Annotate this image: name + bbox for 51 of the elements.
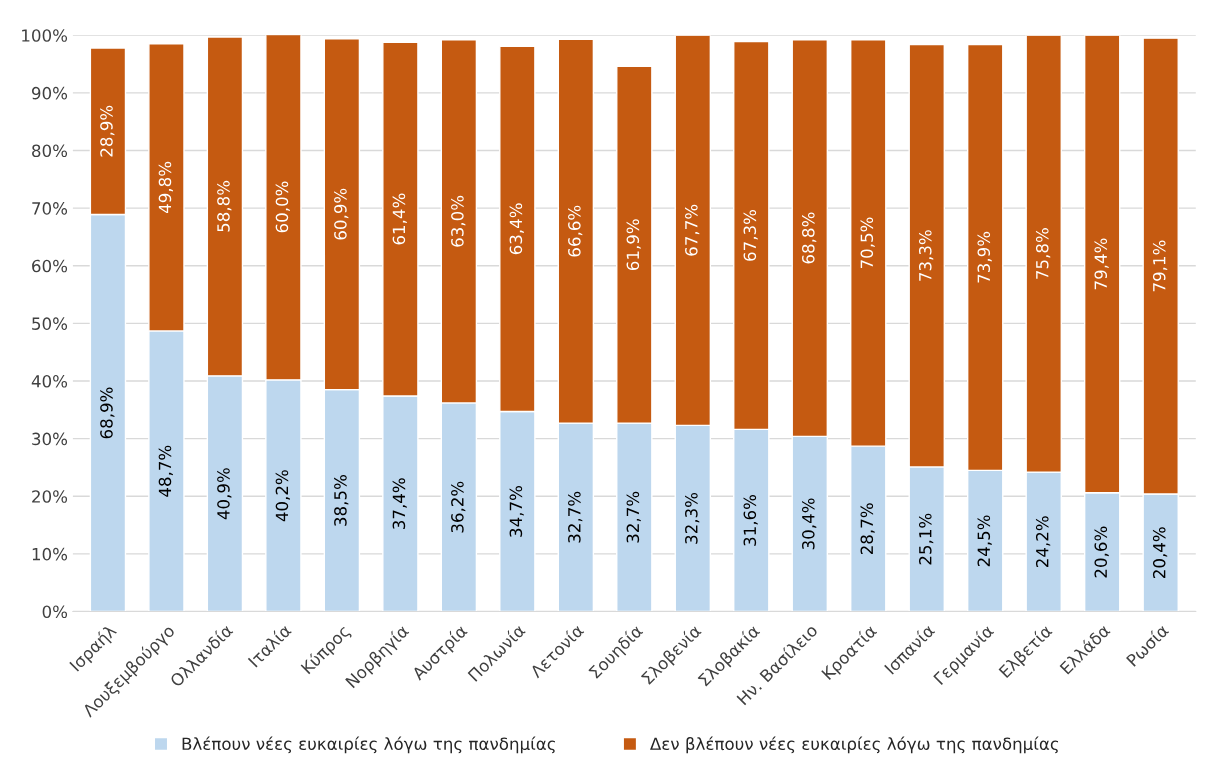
- data-label: 25,1%: [918, 513, 934, 565]
- data-label: 68,9%: [100, 387, 115, 439]
- data-label: 60,0%: [275, 181, 290, 233]
- y-tick-label: 40%: [31, 374, 68, 388]
- data-label: 63,0%: [451, 195, 466, 247]
- data-label: 28,9%: [100, 105, 115, 157]
- data-label: 40,2%: [275, 470, 290, 522]
- data-label: 20,6%: [1094, 526, 1109, 578]
- data-label: 31,6%: [743, 494, 758, 546]
- data-label: 79,4%: [1094, 238, 1109, 290]
- data-label: 70,5%: [860, 217, 875, 269]
- data-label: 66,6%: [568, 205, 583, 257]
- y-tick-label: 80%: [32, 144, 68, 158]
- data-label: 32,7%: [568, 491, 583, 543]
- y-tick-label: 10%: [32, 547, 68, 561]
- data-label: 28,7%: [860, 503, 875, 555]
- data-label: 60,9%: [334, 188, 349, 240]
- data-label: 73,9%: [977, 231, 992, 283]
- data-label: 37,4%: [392, 478, 407, 529]
- data-label: 34,7%: [509, 485, 524, 537]
- data-label: 68,8%: [802, 212, 817, 264]
- y-tick-label: 70%: [32, 202, 68, 215]
- data-label: 73,3%: [918, 230, 934, 281]
- data-label: 32,3%: [685, 492, 700, 544]
- y-tick-label: 100%: [22, 29, 68, 42]
- data-label: 58,8%: [217, 180, 232, 232]
- data-label: 49,8%: [158, 161, 173, 214]
- y-tick-label: 60%: [32, 259, 68, 273]
- data-label: 63,4%: [509, 203, 524, 255]
- data-label: 38,5%: [334, 475, 349, 526]
- data-label: 61,4%: [392, 193, 407, 245]
- data-label: 30,4%: [802, 498, 817, 550]
- y-tick-label: 30%: [32, 432, 68, 446]
- data-label: 36,2%: [451, 481, 466, 533]
- y-tick-label: 0%: [42, 605, 68, 619]
- y-tick-label: 50%: [32, 317, 68, 330]
- data-label: 67,7%: [685, 204, 700, 256]
- data-label: 75,8%: [1035, 228, 1051, 279]
- y-tick-label: 90%: [31, 86, 68, 100]
- data-label: 79,1%: [1152, 240, 1168, 292]
- data-label: 24,2%: [1035, 516, 1051, 568]
- y-tick-label: 20%: [32, 490, 68, 503]
- data-label: 20,4%: [1152, 527, 1168, 578]
- data-label: 61,9%: [626, 219, 641, 271]
- data-label: 67,3%: [743, 209, 758, 261]
- data-label: 32,7%: [626, 491, 641, 543]
- data-label: 24,5%: [977, 515, 992, 567]
- legend-label: Δεν βλέπουν νέες ευκαιρίες λόγω της πανδημίας: [650, 736, 1059, 754]
- data-label: 48,7%: [158, 445, 173, 497]
- legend-label: Βλέπουν νέες ευκαιρίες λόγω της πανδημίας: [182, 736, 555, 754]
- data-label: 40,9%: [217, 468, 232, 520]
